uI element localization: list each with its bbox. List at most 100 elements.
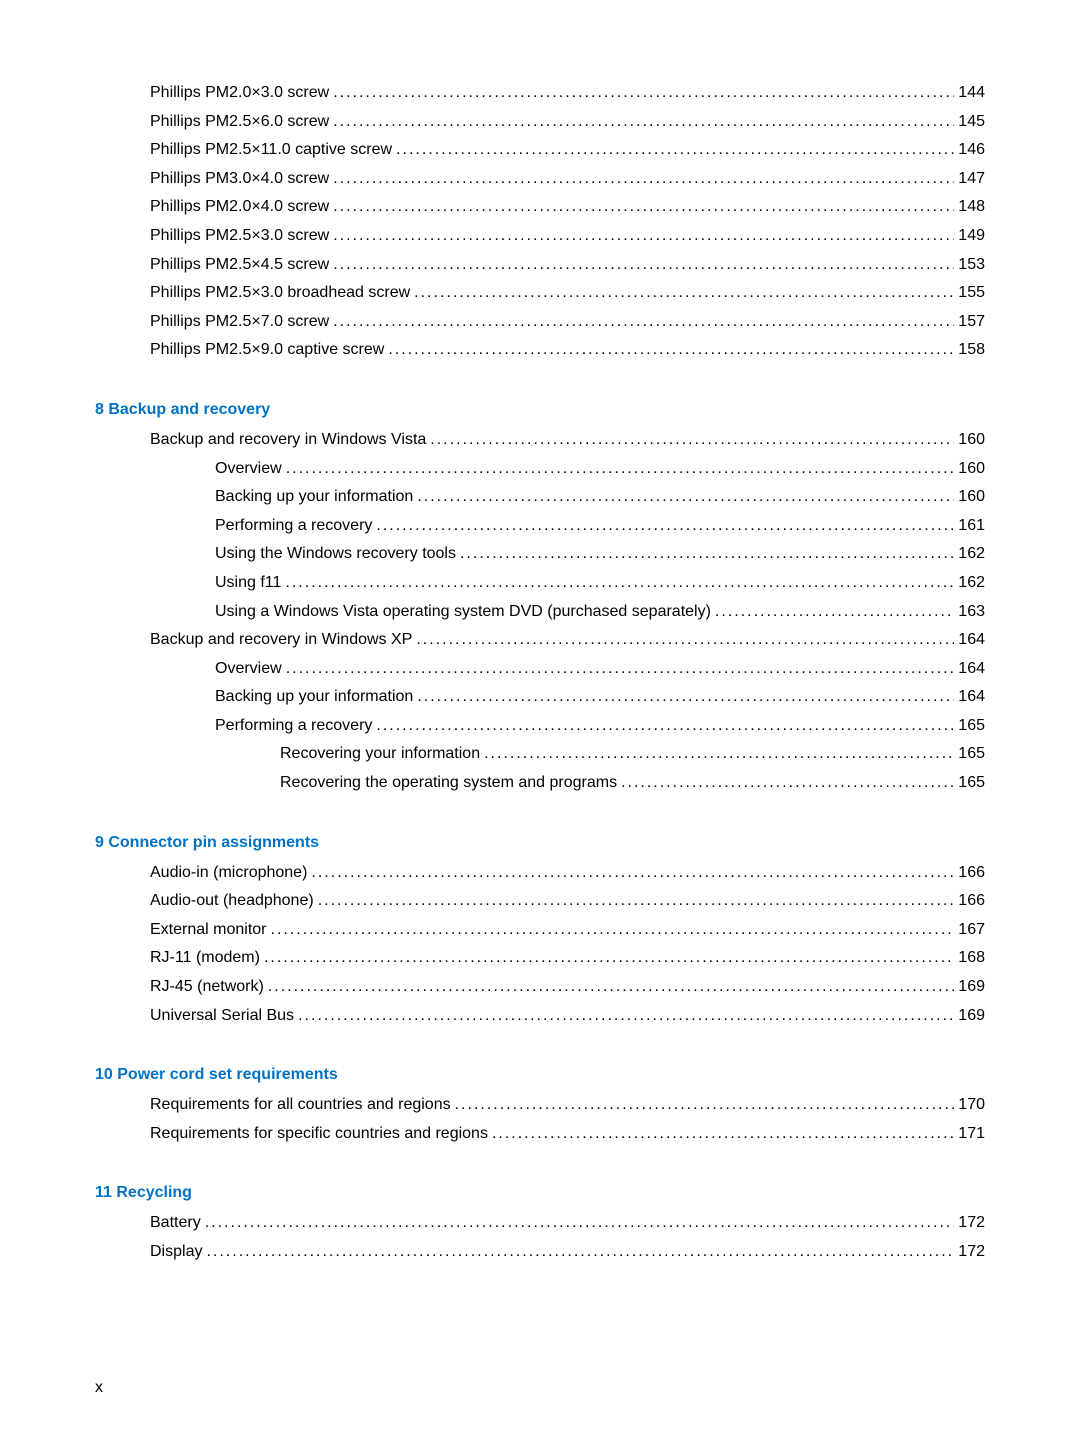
toc-entry-page: 167 (958, 917, 985, 943)
toc-entry-label: Using f11 (215, 570, 281, 596)
toc-entry: Phillips PM2.5×11.0 captive screw 146 (95, 137, 985, 163)
toc-entry-label: Overview (215, 456, 282, 482)
toc-entry: Universal Serial Bus 169 (95, 1003, 985, 1029)
toc-dot-leader (286, 656, 955, 682)
toc-entry: Audio-in (microphone) 166 (95, 860, 985, 886)
toc-entry: Requirements for specific countries and … (95, 1121, 985, 1147)
toc-entry-label: External monitor (150, 917, 267, 943)
toc-entry-label: Requirements for specific countries and … (150, 1121, 488, 1147)
toc-entry-page: 144 (958, 80, 985, 106)
toc-entry-label: Phillips PM2.5×3.0 screw (150, 223, 329, 249)
toc-entry-page: 166 (958, 860, 985, 886)
toc-dot-leader (484, 741, 954, 767)
toc-dot-leader (205, 1210, 955, 1236)
toc-entry-label: Phillips PM2.0×3.0 screw (150, 80, 329, 106)
toc-dot-leader (333, 223, 954, 249)
toc-entry-page: 164 (958, 656, 985, 682)
toc-dot-leader (206, 1239, 954, 1265)
toc-entry-label: Backing up your information (215, 684, 413, 710)
toc-entry: Phillips PM2.5×6.0 screw 145 (95, 109, 985, 135)
toc-entry-page: 165 (958, 713, 985, 739)
toc-entry: Using f11 162 (95, 570, 985, 596)
toc-entry: Using a Windows Vista operating system D… (95, 599, 985, 625)
toc-entry: External monitor 167 (95, 917, 985, 943)
toc-entry-page: 163 (958, 599, 985, 625)
toc-entry: Backup and recovery in Windows Vista 160 (95, 427, 985, 453)
toc-entry: Phillips PM2.5×3.0 screw 149 (95, 223, 985, 249)
toc-entry-label: Phillips PM2.5×9.0 captive screw (150, 337, 384, 363)
toc-entry-page: 148 (958, 194, 985, 220)
toc-entry-page: 170 (958, 1092, 985, 1118)
toc-dot-leader (621, 770, 954, 796)
toc-entry: Backing up your information 164 (95, 684, 985, 710)
toc-entry-page: 162 (958, 570, 985, 596)
toc-entry-page: 160 (958, 427, 985, 453)
toc-entry: Phillips PM3.0×4.0 screw 147 (95, 166, 985, 192)
toc-entry-label: Recovering your information (280, 741, 480, 767)
toc-section-heading: 8 Backup and recovery (95, 401, 985, 419)
toc-entry-page: 146 (958, 137, 985, 163)
toc-entry-page: 169 (958, 974, 985, 1000)
toc-section-heading: 9 Connector pin assignments (95, 834, 985, 852)
toc-entry-label: Phillips PM2.5×3.0 broadhead screw (150, 280, 410, 306)
toc-entry: Backing up your information 160 (95, 484, 985, 510)
toc-entry-label: Phillips PM2.5×6.0 screw (150, 109, 329, 135)
toc-dot-leader (268, 974, 954, 1000)
toc-entry-label: Using a Windows Vista operating system D… (215, 599, 711, 625)
toc-entry-label: Phillips PM3.0×4.0 screw (150, 166, 329, 192)
toc-entry: Phillips PM2.5×4.5 screw 153 (95, 252, 985, 278)
toc-entry: Backup and recovery in Windows XP 164 (95, 627, 985, 653)
toc-entry-label: Audio-out (headphone) (150, 888, 314, 914)
toc-dot-leader (416, 627, 954, 653)
toc-entry-page: 166 (958, 888, 985, 914)
toc-entry-label: Requirements for all countries and regio… (150, 1092, 451, 1118)
toc-entry-label: Phillips PM2.5×11.0 captive screw (150, 137, 392, 163)
toc-entry-page: 161 (958, 513, 985, 539)
toc-dot-leader (460, 541, 954, 567)
toc-entry-page: 162 (958, 541, 985, 567)
toc-dot-leader (333, 80, 954, 106)
toc-entry-label: Backing up your information (215, 484, 413, 510)
toc-entry: Performing a recovery 165 (95, 713, 985, 739)
toc-entry-page: 160 (958, 456, 985, 482)
toc-entry: Requirements for all countries and regio… (95, 1092, 985, 1118)
toc-entry-label: Using the Windows recovery tools (215, 541, 456, 567)
page-footer-number: x (95, 1379, 103, 1397)
toc-entry: Audio-out (headphone) 166 (95, 888, 985, 914)
toc-entry: RJ-45 (network) 169 (95, 974, 985, 1000)
toc-entry-page: 172 (958, 1239, 985, 1265)
toc-entry-page: 164 (958, 627, 985, 653)
toc-dot-leader (430, 427, 954, 453)
toc-entry-label: Audio-in (microphone) (150, 860, 307, 886)
toc-dot-leader (333, 252, 954, 278)
toc-dot-leader (455, 1092, 955, 1118)
toc-dot-leader (715, 599, 954, 625)
toc-dot-leader (333, 194, 954, 220)
table-of-contents: Phillips PM2.0×3.0 screw 144 Phillips PM2… (95, 80, 985, 1265)
toc-dot-leader (417, 484, 954, 510)
toc-dot-leader (333, 109, 954, 135)
toc-section-heading: 10 Power cord set requirements (95, 1066, 985, 1084)
toc-entry: Performing a recovery 161 (95, 513, 985, 539)
toc-dot-leader (333, 166, 954, 192)
toc-dot-leader (414, 280, 954, 306)
toc-dot-leader (388, 337, 954, 363)
toc-dot-leader (311, 860, 954, 886)
toc-entry-label: Backup and recovery in Windows XP (150, 627, 412, 653)
toc-entry: Phillips PM2.5×9.0 captive screw 158 (95, 337, 985, 363)
toc-entry-label: RJ-45 (network) (150, 974, 264, 1000)
toc-section-heading: 11 Recycling (95, 1184, 985, 1202)
toc-entry-page: 157 (958, 309, 985, 335)
toc-entry-page: 169 (958, 1003, 985, 1029)
toc-dot-leader (417, 684, 954, 710)
toc-entry-label: RJ-11 (modem) (150, 945, 260, 971)
toc-entry-page: 160 (958, 484, 985, 510)
toc-dot-leader (271, 917, 955, 943)
toc-dot-leader (376, 713, 954, 739)
toc-entry-label: Display (150, 1239, 202, 1265)
toc-dot-leader (285, 570, 954, 596)
toc-entry-page: 158 (958, 337, 985, 363)
toc-entry-label: Backup and recovery in Windows Vista (150, 427, 426, 453)
toc-entry-label: Performing a recovery (215, 513, 372, 539)
toc-entry-label: Recovering the operating system and prog… (280, 770, 617, 796)
